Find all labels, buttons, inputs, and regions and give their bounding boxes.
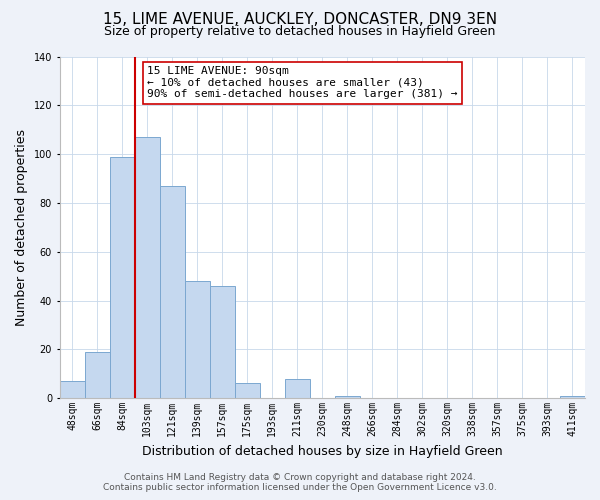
Bar bbox=[335, 396, 360, 398]
Y-axis label: Number of detached properties: Number of detached properties bbox=[15, 129, 28, 326]
Bar bbox=[160, 186, 185, 398]
Bar bbox=[59, 381, 85, 398]
Text: 15 LIME AVENUE: 90sqm
← 10% of detached houses are smaller (43)
90% of semi-deta: 15 LIME AVENUE: 90sqm ← 10% of detached … bbox=[147, 66, 458, 100]
X-axis label: Distribution of detached houses by size in Hayfield Green: Distribution of detached houses by size … bbox=[142, 444, 503, 458]
Text: 15, LIME AVENUE, AUCKLEY, DONCASTER, DN9 3EN: 15, LIME AVENUE, AUCKLEY, DONCASTER, DN9… bbox=[103, 12, 497, 28]
Bar bbox=[110, 156, 135, 398]
Bar bbox=[135, 137, 160, 398]
Bar bbox=[85, 352, 110, 398]
Bar bbox=[235, 384, 260, 398]
Bar bbox=[185, 281, 210, 398]
Text: Contains HM Land Registry data © Crown copyright and database right 2024.
Contai: Contains HM Land Registry data © Crown c… bbox=[103, 473, 497, 492]
Bar bbox=[285, 378, 310, 398]
Bar bbox=[560, 396, 585, 398]
Text: Size of property relative to detached houses in Hayfield Green: Size of property relative to detached ho… bbox=[104, 25, 496, 38]
Bar bbox=[210, 286, 235, 398]
